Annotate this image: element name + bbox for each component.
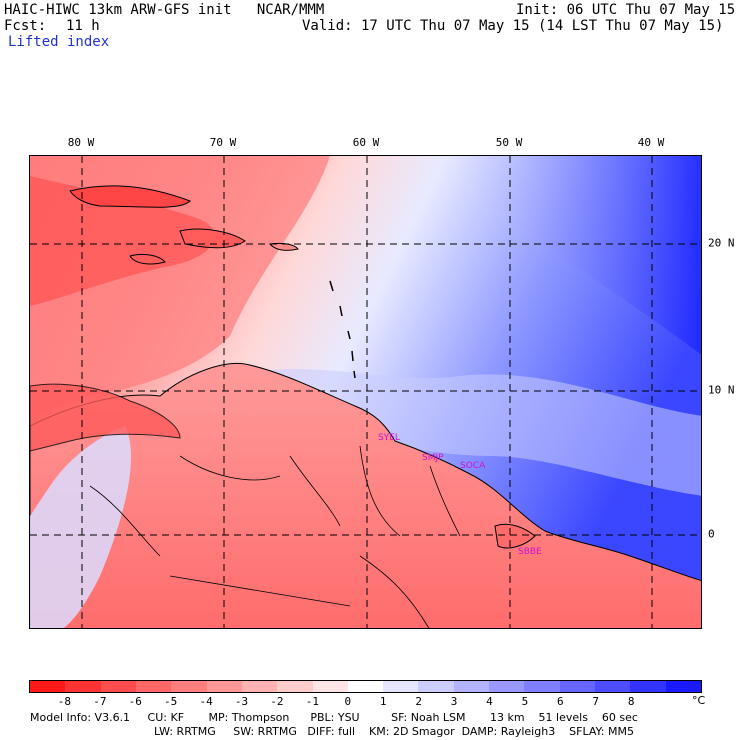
colorbar-swatch [347, 681, 384, 692]
station-smjp: SMJP [422, 453, 444, 463]
stable-region-north [410, 156, 701, 355]
colorbar-swatch [383, 681, 419, 692]
amazon-delta [494, 523, 536, 549]
colorbar-tick: 2 [415, 695, 422, 708]
colorbar-tick: 5 [521, 695, 529, 708]
lat-label-20n: 20 N [708, 236, 735, 250]
central-america-land [30, 383, 181, 452]
model-info-line2: LW: RRTMG SW: RRTMG DIFF: full KM: 2D Sm… [154, 725, 634, 738]
south-america-land [30, 362, 701, 628]
colorbar-tick: -8 [57, 695, 72, 708]
colorbar-tick-labels: -8 -7 -6 -5 -4 -3 -2 -1 0 1 2 3 4 5 6 7 8 [29, 695, 702, 709]
colorbar-swatch [171, 681, 207, 692]
forecast-label: Fcst: [4, 18, 47, 34]
unstable-core [30, 176, 215, 306]
colorbar-swatch [241, 681, 278, 692]
colorbar-swatch [30, 681, 66, 692]
station-syel: SYEL [378, 433, 400, 443]
colorbar-swatch [65, 681, 101, 692]
colorbar-swatch [559, 681, 595, 692]
colorbar-swatch [489, 681, 525, 692]
colorbar-tick: -1 [305, 695, 319, 708]
colorbar-swatch [312, 681, 348, 692]
colorbar-swatch [630, 681, 666, 692]
forecast-hour: 11 h [66, 18, 100, 34]
colorbar [29, 680, 702, 693]
colorbar-tick: -2 [270, 695, 284, 708]
map-canvas: SYEL SMJP SOCA SBBE [30, 156, 701, 628]
colorbar-tick: 6 [557, 695, 564, 708]
colorbar-swatch [595, 681, 631, 692]
station-sbbe: SBBE [518, 547, 542, 557]
colorbar-unit: °C [692, 694, 706, 707]
colorbar-swatch [206, 681, 242, 692]
lon-label-40w: 40 W [637, 136, 665, 149]
colorbar-swatch [135, 681, 172, 692]
model-title: HAIC-HIWC 13km ARW-GFS init NCAR/MMM [4, 2, 325, 18]
cuba [69, 185, 191, 208]
colorbar-tick: 7 [592, 695, 600, 708]
country-borders [89, 445, 461, 628]
colorbar-tick: 0 [344, 695, 352, 708]
grid-lines [30, 156, 701, 628]
colorbar-tick: -5 [164, 695, 178, 708]
lon-label-70w: 70 W [209, 136, 237, 149]
station-soca: SOCA [460, 461, 486, 471]
jamaica [129, 253, 166, 265]
model-info-line1: Model Info: V3.6.1 CU: KF MP: Thompson P… [30, 711, 638, 724]
puerto-rico [269, 242, 299, 251]
colorbar-tick: -7 [93, 695, 107, 708]
andes-stable-strip [30, 426, 131, 628]
init-time: Init: 06 UTC Thu 07 May 15 [516, 2, 736, 18]
colorbar-tick: 1 [379, 695, 387, 708]
lon-label-80w: 80 W [67, 136, 95, 149]
colorbar-swatch [665, 681, 701, 692]
valid-time: Valid: 17 UTC Thu 07 May 15 (14 LST Thu … [302, 18, 724, 34]
lon-label-60w: 60 W [352, 136, 380, 149]
colorbar-swatch [100, 681, 136, 692]
colorbar-tick: -3 [234, 695, 249, 708]
stable-band [230, 368, 701, 496]
lifted-index-map: SYEL SMJP SOCA SBBE [29, 155, 702, 629]
lat-label-10n: 10 N [708, 383, 735, 397]
lat-label-eq: 0 [708, 527, 715, 541]
hispaniola [179, 228, 246, 249]
colorbar-tick: -4 [199, 695, 213, 708]
colorbar-tick: 8 [627, 695, 635, 708]
colorbar-tick: -6 [128, 695, 142, 708]
colorbar-tick: 4 [486, 695, 493, 708]
colorbar-swatch [453, 681, 490, 692]
colorbar-swatch [418, 681, 454, 692]
lon-label-50w: 50 W [495, 136, 523, 149]
colorbar-swatch [524, 681, 560, 692]
field-name: Lifted index [8, 34, 110, 50]
colorbar-tick: 3 [450, 695, 458, 708]
colorbar-swatch [277, 681, 313, 692]
lesser-antilles [329, 280, 356, 379]
